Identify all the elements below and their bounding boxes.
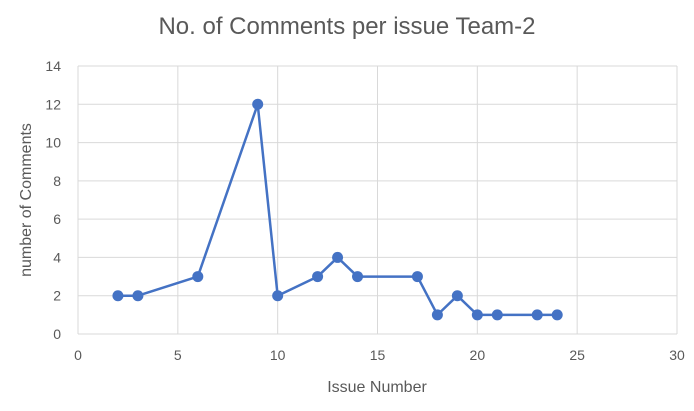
data-point [112, 290, 124, 302]
grid-lines [77, 65, 678, 335]
data-point [471, 309, 483, 321]
data-point [332, 251, 344, 263]
data-point [431, 309, 443, 321]
data-point [551, 309, 563, 321]
y-axis-label: number of Comments [18, 123, 35, 277]
series-line [117, 103, 558, 317]
x-tick-label: 30 [669, 347, 685, 363]
data-point [411, 271, 423, 283]
y-tick-label: 2 [53, 288, 61, 304]
chart-title: No. of Comments per issue Team-2 [158, 13, 535, 40]
y-tick-label: 4 [53, 249, 61, 265]
y-tick-label: 10 [45, 135, 61, 151]
data-point [531, 309, 543, 321]
x-tick-label: 0 [74, 347, 82, 363]
y-tick-label: 0 [53, 326, 61, 342]
data-point [491, 309, 503, 321]
data-point [192, 271, 204, 283]
y-tick-label: 12 [45, 96, 61, 112]
data-point [132, 290, 144, 302]
data-point [312, 271, 324, 283]
y-tick-label: 14 [45, 58, 61, 74]
data-point [252, 98, 264, 110]
tick-labels: 0 2 4 6 8 10 12 14 0 5 10 15 20 25 30 [45, 58, 685, 363]
data-point [451, 290, 463, 302]
y-tick-label: 6 [53, 211, 61, 227]
data-point [352, 271, 364, 283]
series-group [112, 98, 563, 321]
x-tick-label: 5 [174, 347, 182, 363]
y-tick-label: 8 [53, 173, 61, 189]
x-axis-label: Issue Number [327, 379, 427, 396]
x-tick-label: 10 [270, 347, 286, 363]
x-tick-label: 25 [569, 347, 585, 363]
data-point [272, 290, 284, 302]
x-tick-label: 15 [370, 347, 386, 363]
x-tick-label: 20 [470, 347, 486, 363]
